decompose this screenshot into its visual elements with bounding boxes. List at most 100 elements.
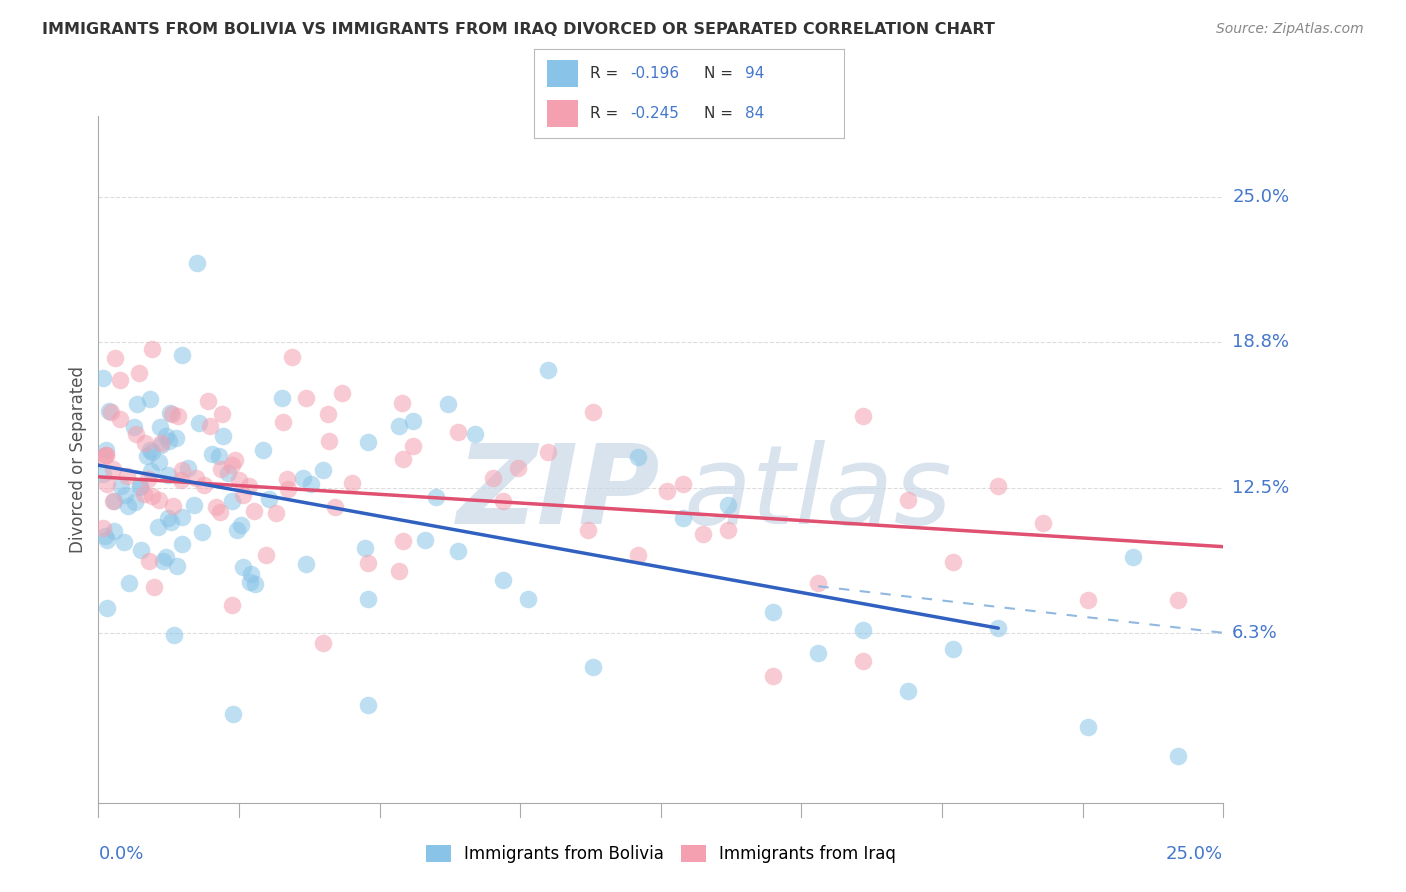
Point bbox=[217, 466, 239, 480]
Point bbox=[193, 478, 215, 492]
Bar bbox=[547, 100, 578, 127]
Point bbox=[112, 535, 135, 549]
Point bbox=[115, 469, 138, 483]
Point bbox=[172, 463, 194, 477]
Point bbox=[1077, 593, 1099, 607]
Point bbox=[492, 573, 515, 587]
Point bbox=[252, 442, 274, 457]
Text: Source: ZipAtlas.com: Source: ZipAtlas.com bbox=[1216, 22, 1364, 37]
Point bbox=[96, 448, 118, 462]
Point bbox=[117, 576, 139, 591]
Point bbox=[437, 397, 460, 411]
Point bbox=[392, 534, 415, 549]
Point bbox=[257, 491, 280, 506]
Point bbox=[231, 517, 253, 532]
Point bbox=[318, 434, 340, 448]
Point bbox=[357, 698, 380, 712]
Point bbox=[228, 473, 250, 487]
Point bbox=[692, 527, 714, 541]
Text: N =: N = bbox=[704, 66, 738, 80]
Point bbox=[340, 476, 363, 491]
Point bbox=[122, 420, 145, 434]
Text: 0.0%: 0.0% bbox=[98, 845, 143, 863]
Point bbox=[170, 348, 193, 362]
Point bbox=[1077, 720, 1099, 734]
Point bbox=[897, 492, 920, 507]
Point bbox=[108, 412, 131, 426]
Text: -0.196: -0.196 bbox=[630, 66, 679, 80]
Point bbox=[125, 427, 148, 442]
Point bbox=[160, 515, 183, 529]
Point bbox=[136, 472, 159, 486]
Point bbox=[94, 448, 117, 462]
Point bbox=[170, 473, 193, 487]
Point bbox=[190, 524, 212, 539]
Text: ZIP: ZIP bbox=[457, 441, 661, 547]
Point bbox=[425, 490, 447, 504]
Point bbox=[582, 660, 605, 674]
Point bbox=[492, 494, 515, 508]
Point bbox=[852, 409, 875, 424]
Point bbox=[508, 461, 530, 475]
Point bbox=[211, 429, 233, 443]
Point bbox=[292, 470, 315, 484]
Point bbox=[129, 542, 152, 557]
Point bbox=[942, 641, 965, 656]
Point bbox=[142, 580, 165, 594]
Point bbox=[582, 405, 605, 419]
Point bbox=[447, 544, 470, 558]
Point bbox=[987, 479, 1010, 493]
Point bbox=[100, 405, 122, 419]
Point bbox=[108, 373, 131, 387]
Point bbox=[148, 520, 170, 534]
Point bbox=[134, 487, 156, 501]
Point bbox=[94, 443, 117, 458]
Point bbox=[166, 409, 188, 424]
Point bbox=[276, 472, 298, 486]
Point bbox=[114, 487, 136, 501]
Point bbox=[166, 558, 188, 573]
Point bbox=[852, 623, 875, 637]
Point bbox=[516, 591, 538, 606]
Point bbox=[148, 455, 170, 469]
Point bbox=[357, 434, 380, 449]
Point bbox=[942, 555, 965, 569]
Point bbox=[152, 554, 174, 568]
Point bbox=[657, 483, 679, 498]
Point bbox=[299, 477, 322, 491]
Point bbox=[125, 397, 148, 411]
Point bbox=[110, 479, 132, 493]
Point bbox=[149, 438, 172, 452]
Point bbox=[271, 415, 294, 429]
Text: 18.8%: 18.8% bbox=[1232, 333, 1289, 351]
Point bbox=[163, 628, 186, 642]
Point bbox=[93, 528, 115, 542]
Point bbox=[402, 414, 425, 428]
Point bbox=[316, 407, 339, 421]
Point bbox=[226, 524, 249, 538]
Point bbox=[93, 449, 115, 463]
Point bbox=[312, 462, 335, 476]
Point bbox=[277, 483, 299, 497]
Point bbox=[388, 419, 411, 434]
Point bbox=[232, 559, 254, 574]
Text: R =: R = bbox=[591, 66, 623, 80]
Point bbox=[221, 494, 243, 508]
Text: atlas: atlas bbox=[683, 441, 952, 547]
Text: IMMIGRANTS FROM BOLIVIA VS IMMIGRANTS FROM IRAQ DIVORCED OR SEPARATED CORRELATIO: IMMIGRANTS FROM BOLIVIA VS IMMIGRANTS FR… bbox=[42, 22, 995, 37]
Point bbox=[124, 495, 146, 509]
Point bbox=[239, 567, 262, 582]
Point bbox=[627, 450, 650, 464]
Point bbox=[96, 477, 118, 491]
Point bbox=[402, 439, 425, 453]
Text: 12.5%: 12.5% bbox=[1232, 480, 1289, 498]
Point bbox=[807, 576, 830, 591]
Point bbox=[134, 436, 156, 450]
Point bbox=[807, 646, 830, 660]
Point bbox=[239, 574, 262, 589]
Point bbox=[197, 394, 219, 409]
Y-axis label: Divorced or Separated: Divorced or Separated bbox=[69, 366, 87, 553]
Point bbox=[256, 548, 278, 562]
Point bbox=[1167, 749, 1189, 764]
Point bbox=[157, 434, 180, 449]
